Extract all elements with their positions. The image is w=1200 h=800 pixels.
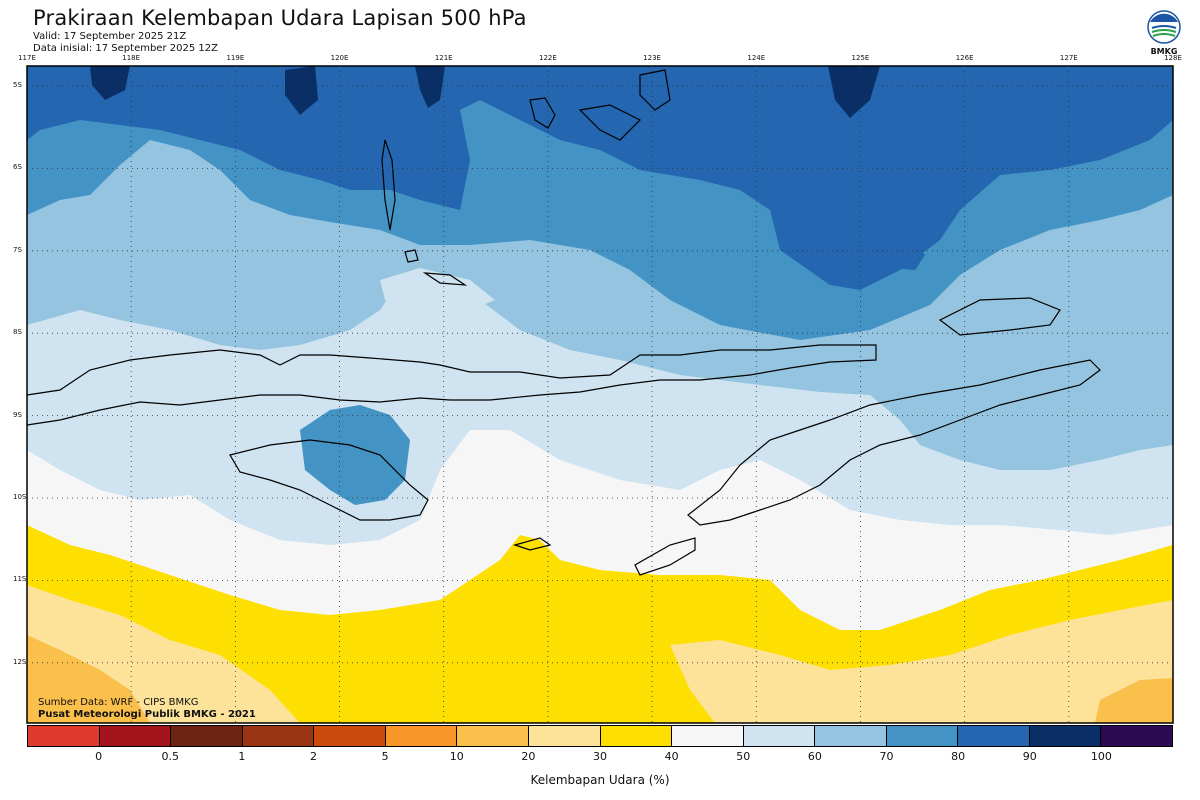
colorbar-swatch: [672, 726, 744, 746]
island-muna: [639, 69, 671, 111]
colorbar-tick-label: 0: [95, 750, 103, 763]
colorbar-swatch: [600, 726, 673, 746]
colorbar-tick-label: 0.5: [161, 750, 180, 763]
lat-tick-label: 9S: [13, 410, 22, 419]
colorbar-swatch: [99, 726, 172, 746]
colorbar-swatch: [28, 726, 100, 746]
contour-band-10-20: [1095, 678, 1173, 723]
colorbar-swatch: [958, 726, 1030, 746]
colorbar-swatch: [1029, 726, 1102, 746]
colorbar-tick-label: 5: [381, 750, 389, 763]
colorbar: [27, 725, 1173, 747]
colorbar-title: Kelembapan Udara (%): [530, 773, 670, 787]
lat-tick-label: 6S: [13, 163, 22, 172]
colorbar-swatch: [886, 726, 959, 746]
colorbar-tick-label: 30: [593, 750, 607, 763]
contour-band-10-20: [27, 635, 150, 723]
colorbar-swatch: [171, 726, 243, 746]
colorbar-tick-label: 60: [807, 750, 822, 763]
lon-tick-label: 125E: [851, 54, 870, 62]
bmkg-logo-icon: BMKG: [1144, 10, 1184, 56]
contour-band-90-100: [415, 66, 445, 108]
island-kalao: [578, 104, 642, 141]
graticule: [27, 66, 1173, 723]
contour-band-80-90: [27, 66, 1173, 290]
data-source: Sumber Data: WRF - CIPS BMKG: [38, 697, 199, 708]
colorbar-tick-label: 80: [951, 750, 966, 763]
colorbar-tick-label: 90: [1022, 750, 1037, 763]
contour-band-90-100: [285, 66, 318, 115]
colorbar-tick-label: 20: [521, 750, 536, 763]
lon-tick-label: 118E: [122, 54, 141, 62]
colorbar-tick-label: 40: [664, 750, 679, 763]
colorbar-swatch: [1101, 726, 1172, 746]
colorbar-tick-label: 1: [238, 750, 246, 763]
island-buton: [529, 97, 556, 129]
contour-band-60-70: [305, 243, 335, 265]
colorbar-tick-label: 100: [1090, 750, 1112, 763]
colorbar-tick-label: 2: [310, 750, 317, 763]
lon-tick-label: 120E: [330, 54, 349, 62]
island-rote: [634, 537, 696, 576]
lon-tick-label: 126E: [955, 54, 974, 62]
contour-band-90-100: [90, 66, 130, 100]
lon-tick-label: 119E: [226, 54, 245, 62]
lat-tick-label: 12S: [13, 657, 27, 666]
lat-tick-label: 7S: [13, 245, 22, 254]
island-bonerate: [404, 249, 419, 263]
colorbar-swatch: [528, 726, 601, 746]
contour-band-80-90: [880, 238, 925, 270]
lat-tick-label: 10S: [13, 493, 27, 501]
coastlines: [26, 69, 1101, 576]
map-frame: [26, 65, 1174, 724]
lon-tick-label: 128E: [1164, 54, 1182, 62]
colorbar-swatch: [385, 726, 458, 746]
island-wetar: [938, 297, 1061, 336]
contour-band-20-30: [670, 600, 1173, 723]
credit-org: Pusat Meteorologi Publik BMKG - 2021: [38, 709, 256, 720]
island-tanahjampea: [422, 272, 468, 286]
contour-band-90-100: [828, 66, 880, 118]
map-title: Prakiraan Kelembapan Udara Lapisan 500 h…: [33, 6, 527, 30]
contour-band-70-80: [300, 405, 410, 505]
lon-tick-label: 124E: [747, 54, 766, 62]
island-sawu: [512, 537, 552, 551]
colorbar-swatch: [242, 726, 315, 746]
lon-tick-label: 122E: [539, 54, 557, 62]
lat-tick-label: 11S: [13, 575, 27, 584]
lon-tick-label: 127E: [1059, 54, 1078, 62]
colorbar-tick-label: 10: [449, 750, 464, 763]
contour-band-50-60: [380, 268, 495, 315]
colorbar-tick-label: 50: [736, 750, 751, 763]
colorbar-tick-label: 70: [879, 750, 894, 763]
lat-tick-label: 8S: [13, 328, 22, 337]
lon-tick-label: 123E: [643, 54, 661, 62]
logo-text: BMKG: [1151, 47, 1178, 56]
island-sumba: [229, 439, 429, 521]
island-selayar: [381, 139, 396, 231]
lon-tick-label: 117E: [18, 54, 36, 62]
init-time: Data inisial: 17 September 2025 12Z: [33, 43, 218, 54]
island-timor: [687, 359, 1101, 526]
island-sumbawa-west: [26, 344, 877, 426]
colorbar-swatch: [457, 726, 529, 746]
colorbar-swatch: [314, 726, 386, 746]
colorbar-swatch: [815, 726, 887, 746]
lat-tick-label: 5S: [13, 81, 22, 89]
valid-time: Valid: 17 September 2025 21Z: [33, 31, 187, 42]
colorbar-swatch: [743, 726, 816, 746]
lon-tick-label: 121E: [434, 54, 453, 62]
